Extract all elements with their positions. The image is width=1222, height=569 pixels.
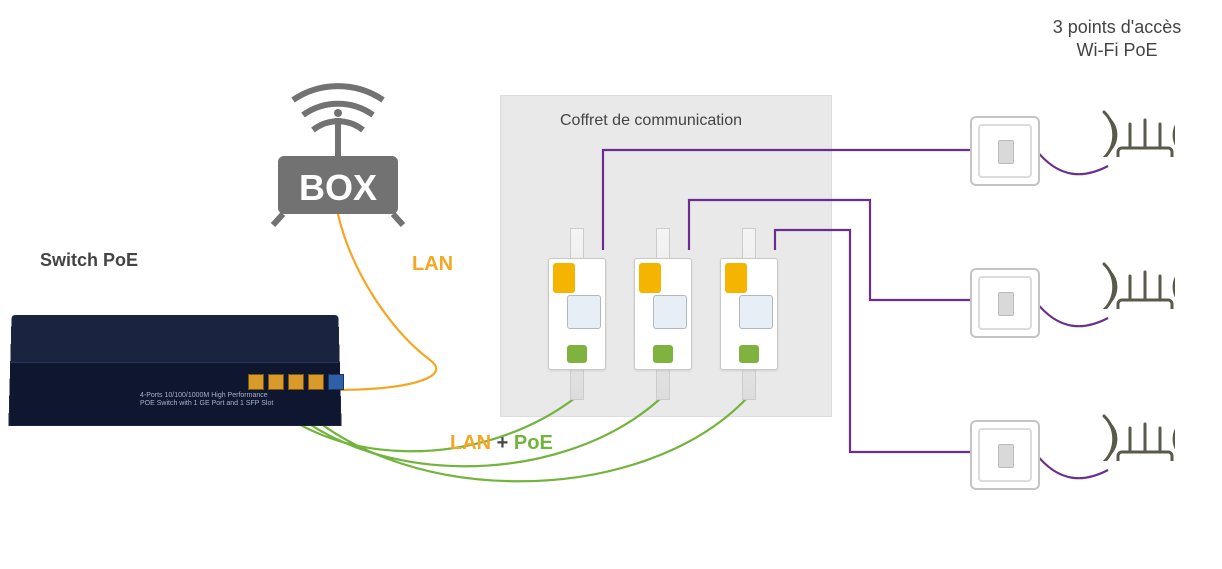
diagram-stage: Switch PoE 4-Ports 10/100/1000M High Per… xyxy=(0,0,1222,569)
wire-patch-1 xyxy=(1036,150,1108,174)
wire-patch-2 xyxy=(1036,302,1108,326)
access-points-title: 3 points d'accès Wi-Fi PoE xyxy=(1032,16,1202,63)
din-window xyxy=(653,295,687,329)
din-cap xyxy=(725,263,747,293)
din-window xyxy=(567,295,601,329)
switch-port-uplink xyxy=(328,374,344,390)
wall-outlet xyxy=(970,268,1040,338)
switch-ports xyxy=(248,374,344,390)
din-module xyxy=(720,228,776,398)
access-point-icon xyxy=(1100,406,1175,461)
outlet-port xyxy=(998,140,1014,164)
din-cap xyxy=(639,263,661,293)
switch-port xyxy=(308,374,324,390)
ap-title-line1: 3 points d'accès xyxy=(1053,17,1182,37)
lanpoe-lan: LAN xyxy=(450,432,491,454)
wire-patch-3 xyxy=(1036,454,1108,478)
lanpoe-label: LAN + PoE xyxy=(450,432,553,455)
coffret-label: Coffret de communication xyxy=(560,112,742,130)
din-body xyxy=(634,258,692,370)
lan-label: LAN xyxy=(412,253,453,276)
din-rj45 xyxy=(653,345,673,363)
box-icon-text: BOX xyxy=(299,167,377,208)
wall-outlet xyxy=(970,420,1040,490)
din-rj45 xyxy=(567,345,587,363)
din-rj45 xyxy=(739,345,759,363)
box-router-icon: BOX xyxy=(253,60,423,230)
lanpoe-plus: + xyxy=(491,432,514,454)
din-module xyxy=(634,228,690,398)
poe-switch: 4-Ports 10/100/1000M High PerformancePOE… xyxy=(10,280,350,440)
outlet-port xyxy=(998,444,1014,468)
lanpoe-poe: PoE xyxy=(514,432,553,454)
wire-purple-3 xyxy=(775,230,970,452)
din-window xyxy=(739,295,773,329)
wall-outlet xyxy=(970,116,1040,186)
ap-title-line2: Wi-Fi PoE xyxy=(1077,40,1158,60)
outlet-port xyxy=(998,292,1014,316)
access-point-icon xyxy=(1100,254,1175,309)
din-module xyxy=(548,228,604,398)
access-point-icon xyxy=(1100,102,1175,157)
switch-port xyxy=(248,374,264,390)
din-body xyxy=(548,258,606,370)
switch-label: Switch PoE xyxy=(40,250,138,271)
switch-silkscreen: 4-Ports 10/100/1000M High PerformancePOE… xyxy=(140,392,273,407)
switch-port xyxy=(288,374,304,390)
din-body xyxy=(720,258,778,370)
switch-port xyxy=(268,374,284,390)
din-cap xyxy=(553,263,575,293)
